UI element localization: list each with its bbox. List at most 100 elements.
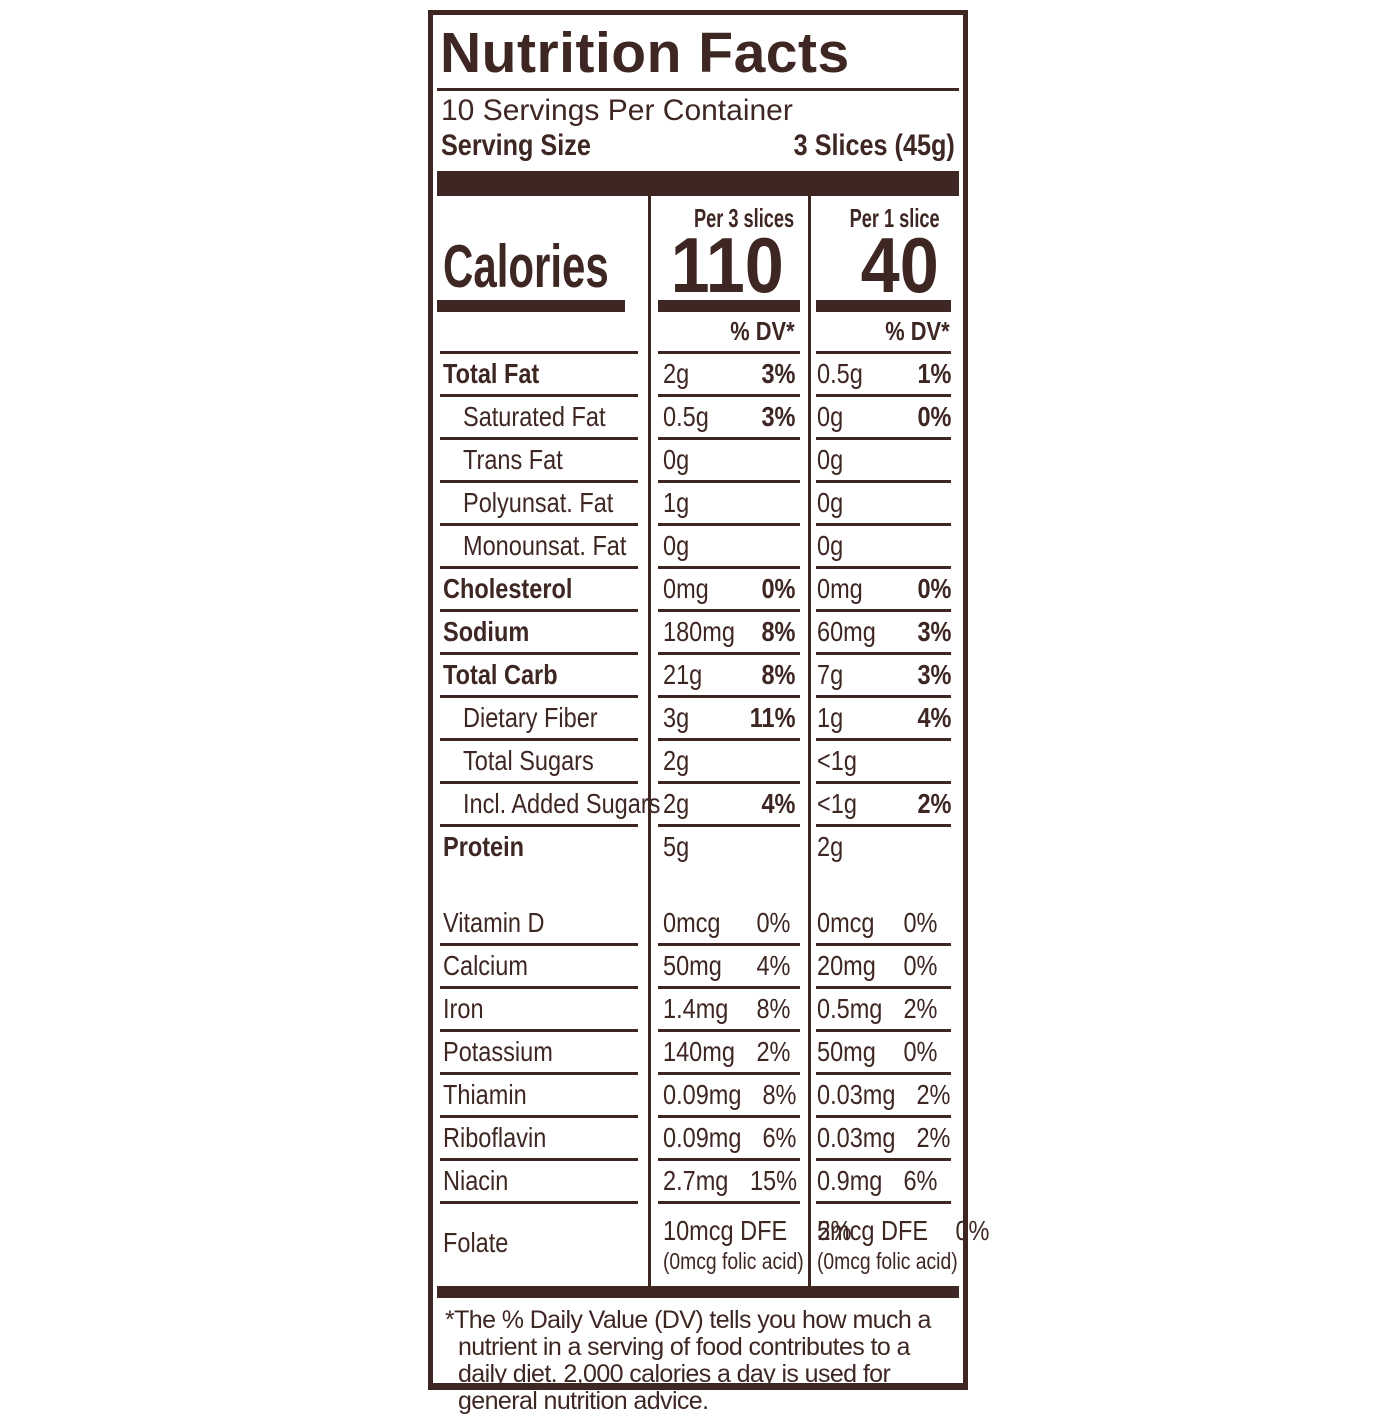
per-1-slice-value-dv: 3% — [917, 615, 951, 647]
nutrient-name: Niacin — [443, 1164, 509, 1196]
nutrient-row: Niacin 2.7mg 15% 0.9mg 6% — [433, 1161, 963, 1204]
per-3-slices-value-amount: 0.5g — [663, 400, 709, 432]
nutrient-name-cell: Iron — [433, 989, 648, 1032]
per-1-slice-value: 5mcg DFE 0% (0mcg folic acid) — [808, 1204, 990, 1286]
nutrient-name: Potassium — [443, 1035, 553, 1067]
per-1-slice-value-dv: 0% — [955, 1214, 990, 1246]
section-bars-row — [433, 870, 963, 903]
per-1-slice-value-amount: 0g — [817, 400, 844, 432]
per-3-slices-value: 2g 4% — [648, 784, 808, 827]
per-1-slice-value-dv: 0% — [903, 949, 937, 981]
nutrient-name: Saturated Fat — [463, 400, 606, 432]
per-1-slice-value-amount: <1g — [817, 787, 857, 819]
nutrient-row: Vitamin D 0mcg 0% 0mcg 0% — [433, 903, 963, 946]
per-1-slice-value: 0.5g 1% — [808, 354, 963, 397]
per-3-slices-value-amount: 10mcg DFE — [663, 1214, 788, 1246]
per-3-slices-value: 1.4mg 8% — [648, 989, 808, 1032]
per-3-slices-value: 0.09mg 8% — [648, 1075, 808, 1118]
nutrient-name-cell: Saturated Fat — [433, 397, 648, 440]
nutrient-row: Protein 5g 2g — [433, 827, 963, 870]
nutrient-name-cell: Total Sugars — [433, 741, 648, 784]
per-3-slices-value-amount: 0mcg — [663, 906, 721, 938]
nutrient-name-cell: Folate — [433, 1204, 648, 1286]
serving-size-value: 3 Slices (45g) — [793, 129, 955, 162]
nutrient-name: Incl. Added Sugars — [463, 787, 661, 819]
nutrient-name: Total Fat — [443, 357, 540, 389]
nutrient-row: Folate 10mcg DFE 2% (0mcg folic acid) 5mcg D… — [433, 1204, 990, 1286]
per-1-slice-value: <1g 2% — [808, 784, 963, 827]
nutrient-name-cell: Polyunsat. Fat — [433, 483, 648, 526]
nutrient-name: Calcium — [443, 949, 528, 981]
nutrient-name-cell: Riboflavin — [433, 1118, 648, 1161]
nutrient-row: Dietary Fiber 3g 11% 1g 4% — [433, 698, 963, 741]
per-1-slice-value-dv: 2% — [917, 787, 951, 819]
per-3-slices-value-dv: 11% — [749, 701, 795, 733]
nutrient-name: Sodium — [443, 615, 530, 647]
per-1-slice-value: 0.9mg 6% — [808, 1161, 963, 1204]
per-3-slices-value: 0mcg 0% — [648, 903, 808, 946]
per-1-slice-value-amount: 0.9mg — [817, 1164, 883, 1196]
folic-acid-note: (0mcg folic acid) — [663, 1247, 804, 1274]
nutrient-row: Saturated Fat 0.5g 3% 0g 0% — [433, 397, 963, 440]
per-1-slice-value-dv: 4% — [917, 701, 951, 733]
per-3-slices-value-dv: 8% — [762, 1078, 797, 1110]
per-3-slices-value-amount: 0g — [663, 443, 690, 475]
nutrient-name: Protein — [443, 830, 525, 862]
per-1-slice-value: 60mg 3% — [808, 612, 963, 655]
per-3-slices-value-amount: 1.4mg — [663, 992, 729, 1024]
per-3-slices-value: 1g — [648, 483, 808, 526]
per-1-slice-value-dv: 6% — [903, 1164, 937, 1196]
nutrient-row: Total Fat 2g 3% 0.5g 1% — [433, 354, 963, 397]
per-1-slice-value: 0g — [808, 440, 963, 483]
per-1-slice-value: 50mg 0% — [808, 1032, 963, 1075]
per-1-slice-value-dv: 0% — [903, 906, 937, 938]
per-3-slices-value-amount: 0.09mg — [663, 1078, 742, 1110]
per-3-slices-value-amount: 0mg — [663, 572, 709, 604]
nutrition-facts-label: Nutrition Facts 10 Servings Per Containe… — [428, 10, 990, 1415]
per-3-slices-value-dv: 2% — [817, 1214, 852, 1246]
per-3-slices-value: 0.09mg 6% — [648, 1118, 808, 1161]
vitamin-mineral-rows: Vitamin D 0mcg 0% 0mcg 0% Calcium 50mg 4% 20mg 0%… — [433, 903, 990, 1286]
nutrient-name-cell: Potassium — [433, 1032, 648, 1075]
per-1-slice-value-amount: 0mcg — [817, 906, 875, 938]
nutrient-name-cell: Calcium — [433, 946, 648, 989]
per-3-slices-value-amount: 0.09mg — [663, 1121, 742, 1153]
per-1-slice-value: 0g 0% — [808, 397, 963, 440]
per-3-slices-value-dv: 8% — [761, 658, 795, 690]
per-3-slices-value-dv: 8% — [756, 992, 790, 1024]
per-3-slices-value-amount: 0g — [663, 529, 690, 561]
per-3-slices-value-dv: 6% — [762, 1121, 797, 1153]
per-1-slice-value-dv: 2% — [916, 1078, 951, 1110]
folic-acid-note: (0mcg folic acid) — [817, 1247, 958, 1274]
per-3-slices-value: 5g — [648, 827, 808, 870]
nutrient-row: Cholesterol 0mg 0% 0mg 0% — [433, 569, 963, 612]
per-3-slices-value-dv: 4% — [756, 949, 790, 981]
per-1-slice-value: 0mcg 0% — [808, 903, 963, 946]
nutrient-row: Thiamin 0.09mg 8% 0.03mg 2% — [433, 1075, 963, 1118]
nutrient-name-cell: Protein — [433, 827, 648, 870]
nutrient-name: Iron — [443, 992, 484, 1024]
nutrient-name: Vitamin D — [443, 906, 545, 938]
nutrient-row: Monounsat. Fat 0g 0g — [433, 526, 963, 569]
nutrient-row: Total Sugars 2g <1g — [433, 741, 963, 784]
per-1-slice-value: 0mg 0% — [808, 569, 963, 612]
per-1-slice-value-amount: 5mcg DFE — [817, 1214, 929, 1246]
nutrient-name: Total Sugars — [463, 744, 594, 776]
nutrient-name-cell: Vitamin D — [433, 903, 648, 946]
nutrient-row: Polyunsat. Fat 1g 0g — [433, 483, 963, 526]
nutrient-name: Folate — [443, 1227, 509, 1258]
per-1-slice-value-amount: 0g — [817, 529, 844, 561]
nutrient-row: Calcium 50mg 4% 20mg 0% — [433, 946, 963, 989]
nutrient-name: Total Carb — [443, 658, 558, 690]
per-3-slices-value: 2.7mg 15% — [648, 1161, 808, 1204]
per-1-slice-value-amount: 1g — [817, 701, 844, 733]
per-1-slice-value-amount: 0.03mg — [817, 1078, 896, 1110]
section-bar-bottom — [437, 1286, 959, 1298]
nutrient-name-cell: Trans Fat — [433, 440, 648, 483]
per-1-slice-value: <1g — [808, 741, 963, 784]
per-1-slice-value: 0g — [808, 483, 963, 526]
per-3-slices-calories-cell: Per 3 slices 110 % DV* — [648, 196, 808, 354]
calories-per-1-slice: 40 — [860, 221, 939, 309]
per-1-slice-value-amount: 50mg — [817, 1035, 876, 1067]
